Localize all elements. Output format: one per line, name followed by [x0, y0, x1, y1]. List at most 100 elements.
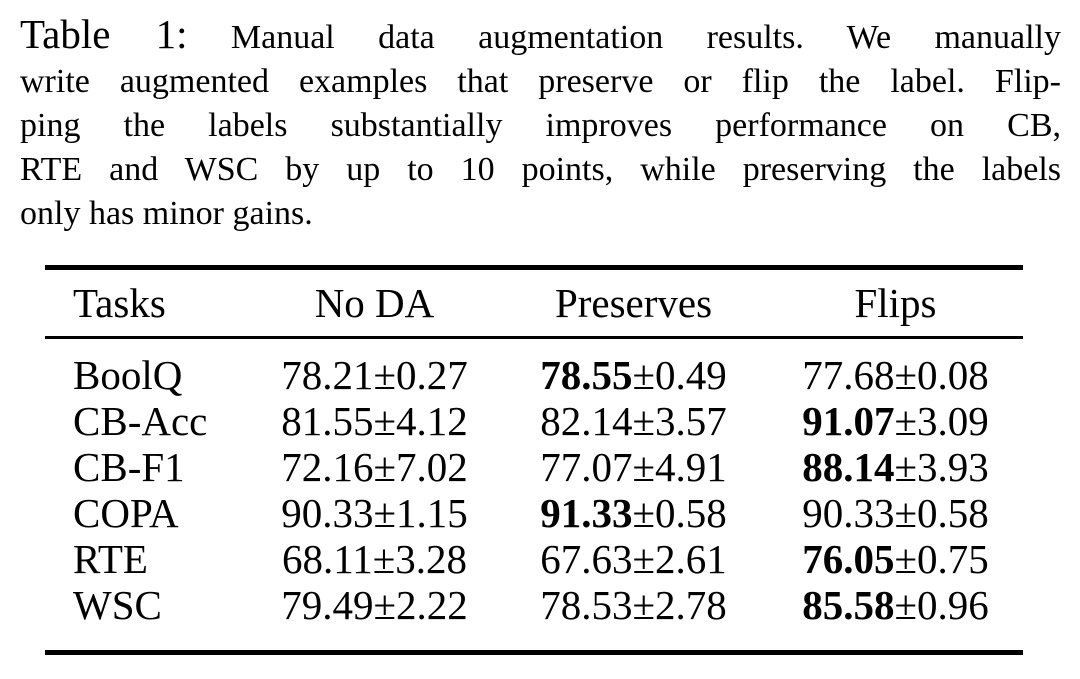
caption-line: only has minor gains. — [20, 195, 313, 232]
plus-minus-sign: ± — [632, 536, 655, 582]
metric-std: 0.58 — [917, 490, 989, 536]
metric-std: 3.28 — [395, 536, 467, 582]
metric-std: 3.93 — [917, 444, 989, 490]
plus-minus-sign: ± — [632, 582, 655, 628]
metric-cell: 68.11±3.28 — [250, 536, 499, 582]
metric-cell: 78.53±2.78 — [499, 582, 768, 653]
metric-cell: 72.16±7.02 — [250, 444, 499, 490]
caption-text: Manual data augmentation results. We man… — [230, 19, 1062, 56]
metric-cell: 77.68±0.08 — [768, 338, 1023, 398]
metric-mean: 72.16 — [281, 444, 374, 490]
metric-std: 2.22 — [396, 582, 468, 628]
table-row-rte: RTE 68.11±3.28 67.63±2.61 76.05±0.75 — [45, 536, 1023, 582]
plus-minus-sign: ± — [894, 536, 917, 582]
metric-cell: 81.55±4.12 — [250, 398, 499, 444]
metric-mean: 88.14 — [802, 444, 895, 490]
table-row-cb-acc: CB-Acc 81.55±4.12 82.14±3.57 91.07±3.09 — [45, 398, 1023, 444]
plus-minus-sign: ± — [894, 352, 917, 398]
metric-cell: 78.55±0.49 — [499, 338, 768, 398]
table-number-label: Table 1: — [20, 11, 188, 57]
metric-cell: 77.07±4.91 — [499, 444, 768, 490]
col-header-preserves: Preserves — [499, 267, 768, 339]
plus-minus-sign: ± — [373, 398, 396, 444]
task-label: CB-F1 — [73, 444, 185, 490]
metric-std: 3.09 — [917, 398, 989, 444]
caption-line: Table 1: Manual data augmentation result… — [20, 12, 1061, 60]
table-row-copa: COPA 90.33±1.15 91.33±0.58 90.33±0.58 — [45, 490, 1023, 536]
task-label: BoolQ — [73, 352, 183, 398]
metric-std: 0.58 — [655, 490, 727, 536]
metric-mean: 90.33 — [281, 490, 374, 536]
metric-std: 2.61 — [655, 536, 727, 582]
metric-cell: 79.49±2.22 — [250, 582, 499, 653]
metric-cell: 78.21±0.27 — [250, 338, 499, 398]
metric-mean: 78.21 — [281, 352, 374, 398]
metric-mean: 91.07 — [802, 398, 895, 444]
plus-minus-sign: ± — [894, 490, 917, 536]
metric-cell: 91.33±0.58 — [499, 490, 768, 536]
plus-minus-sign: ± — [373, 444, 396, 490]
metric-std: 0.08 — [917, 352, 989, 398]
metric-std: 4.91 — [655, 444, 727, 490]
plus-minus-sign: ± — [373, 490, 396, 536]
header-row: Tasks No DA Preserves Flips — [45, 267, 1023, 339]
col-header-tasks: Tasks — [45, 267, 250, 339]
results-table: Tasks No DA Preserves Flips BoolQ 78.21±… — [45, 265, 1023, 655]
metric-mean: 82.14 — [540, 398, 633, 444]
caption-line: write augmented examples that preserve o… — [20, 63, 1061, 100]
metric-cell: 90.33±1.15 — [250, 490, 499, 536]
plus-minus-sign: ± — [372, 536, 396, 582]
task-label: WSC — [73, 582, 162, 628]
metric-cell: 91.07±3.09 — [768, 398, 1023, 444]
plus-minus-sign: ± — [632, 490, 655, 536]
metric-std: 0.75 — [917, 536, 989, 582]
plus-minus-sign: ± — [373, 582, 396, 628]
plus-minus-sign: ± — [632, 444, 655, 490]
metric-cell: 76.05±0.75 — [768, 536, 1023, 582]
metric-mean: 76.05 — [802, 536, 895, 582]
metric-std: 0.96 — [917, 582, 989, 628]
caption-line: RTE and WSC by up to 10 points, while pr… — [20, 151, 1061, 188]
task-label: COPA — [73, 490, 179, 536]
metric-mean: 90.33 — [802, 490, 895, 536]
metric-mean: 79.49 — [281, 582, 374, 628]
results-table-header: Tasks No DA Preserves Flips — [45, 267, 1023, 339]
plus-minus-sign: ± — [373, 352, 396, 398]
metric-cell: 85.58±0.96 — [768, 582, 1023, 653]
results-table-body: BoolQ 78.21±0.27 78.55±0.49 77.68±0.08 C… — [45, 338, 1023, 653]
metric-std: 2.78 — [655, 582, 727, 628]
table-caption: Table 1: Manual data augmentation result… — [20, 12, 1061, 236]
metric-mean: 78.55 — [540, 352, 633, 398]
metric-std: 1.15 — [396, 490, 468, 536]
metric-mean: 78.53 — [540, 582, 633, 628]
caption-line: ping the labels substantially improves p… — [20, 107, 1061, 144]
plus-minus-sign: ± — [632, 352, 655, 398]
metric-cell: 67.63±2.61 — [499, 536, 768, 582]
metric-std: 4.12 — [396, 398, 468, 444]
plus-minus-sign: ± — [894, 444, 917, 490]
table-row-cb-f1: CB-F1 72.16±7.02 77.07±4.91 88.14±3.93 — [45, 444, 1023, 490]
table-row-wsc: WSC 79.49±2.22 78.53±2.78 85.58±0.96 — [45, 582, 1023, 653]
metric-mean: 77.68 — [802, 352, 895, 398]
table-row-boolq: BoolQ 78.21±0.27 78.55±0.49 77.68±0.08 — [45, 338, 1023, 398]
metric-mean: 68.11 — [282, 536, 373, 582]
plus-minus-sign: ± — [632, 398, 655, 444]
metric-mean: 85.58 — [802, 582, 895, 628]
metric-std: 7.02 — [396, 444, 468, 490]
metric-std: 3.57 — [655, 398, 727, 444]
task-label: CB-Acc — [73, 398, 208, 444]
metric-mean: 81.55 — [281, 398, 374, 444]
metric-mean: 67.63 — [540, 536, 633, 582]
col-header-flips: Flips — [768, 267, 1023, 339]
task-label: RTE — [73, 536, 148, 582]
plus-minus-sign: ± — [894, 398, 917, 444]
metric-cell: 82.14±3.57 — [499, 398, 768, 444]
plus-minus-sign: ± — [894, 582, 917, 628]
metric-cell: 88.14±3.93 — [768, 444, 1023, 490]
metric-std: 0.49 — [655, 352, 727, 398]
col-header-no-da: No DA — [250, 267, 499, 339]
metric-cell: 90.33±0.58 — [768, 490, 1023, 536]
metric-std: 0.27 — [396, 352, 468, 398]
metric-mean: 77.07 — [540, 444, 633, 490]
